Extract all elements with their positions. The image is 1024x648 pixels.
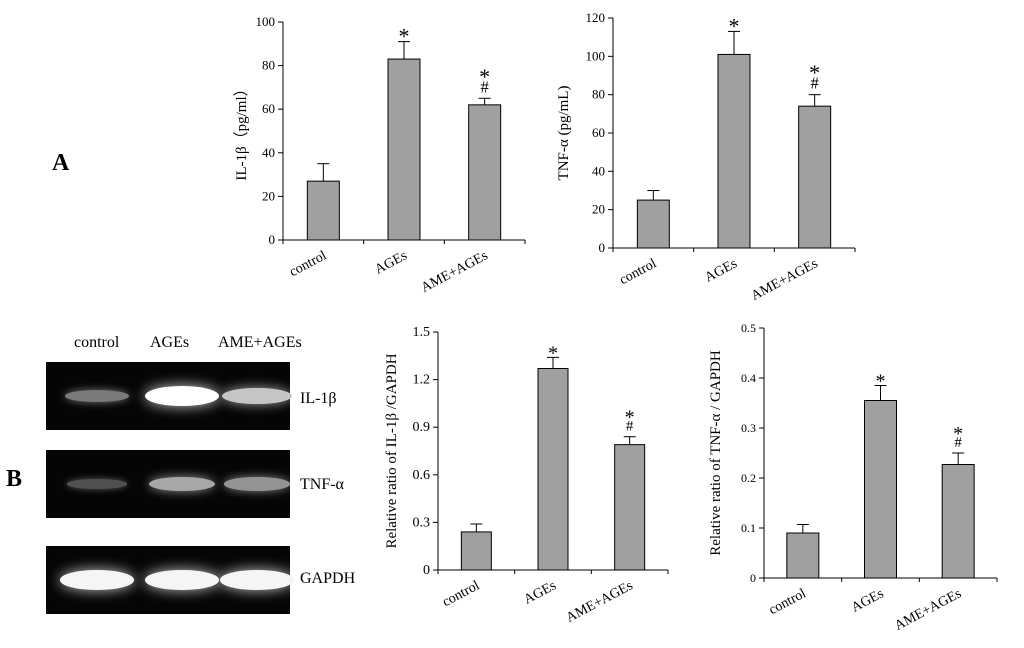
y-tick-label: 80 xyxy=(262,58,275,73)
y-tick-label: 0.1 xyxy=(741,521,756,535)
y-tick-label: 0 xyxy=(599,240,606,255)
asterisk-annotation: * xyxy=(953,423,963,445)
bar xyxy=(636,199,670,249)
x-tick-label: control xyxy=(617,256,659,288)
hash-annotation: # xyxy=(626,419,634,435)
x-tick-label: AGEs xyxy=(373,248,410,277)
y-tick-label: 60 xyxy=(592,125,605,140)
x-tick-label: AME+AGEs xyxy=(419,248,491,296)
y-tick-label: 1.5 xyxy=(413,325,431,340)
blot-row-gapdh: GAPDH xyxy=(300,570,356,587)
asterisk-annotation: * xyxy=(625,407,635,429)
bar xyxy=(941,464,975,579)
x-tick-label: AME+AGEs xyxy=(564,578,636,626)
bar xyxy=(306,180,340,241)
x-tick-label: AGEs xyxy=(522,578,559,607)
x-tick-label: control xyxy=(767,586,809,618)
y-tick-label: 0.3 xyxy=(741,421,756,435)
bar xyxy=(537,367,569,571)
blot-row-il1b: IL-1β xyxy=(300,390,337,407)
y-tick-label: 20 xyxy=(262,188,275,203)
y-tick-label: 0.6 xyxy=(413,468,431,483)
x-tick-label: AGEs xyxy=(703,256,740,285)
blot-band xyxy=(65,390,129,402)
asterisk-annotation: * xyxy=(399,24,410,49)
hash-annotation: # xyxy=(954,435,962,451)
y-tick-label: 0.4 xyxy=(741,371,756,385)
y-axis-label: Relative ratio of TNF-α / GAPDH xyxy=(708,350,724,556)
y-tick-label: 120 xyxy=(586,10,606,25)
hash-annotation: # xyxy=(811,74,819,93)
bar xyxy=(468,104,502,241)
blot-col-ages: AGEs xyxy=(150,334,190,351)
y-tick-label: 0 xyxy=(269,232,276,247)
y-tick-label: 0.5 xyxy=(741,321,756,335)
blot-band xyxy=(220,570,294,590)
asterisk-annotation: * xyxy=(809,60,820,85)
blot-band xyxy=(67,479,127,489)
blot-band xyxy=(145,386,219,406)
y-tick-label: 1.2 xyxy=(413,373,431,388)
x-tick-label: control xyxy=(287,248,329,280)
x-tick-label: AME+AGEs xyxy=(892,586,964,634)
y-tick-label: 40 xyxy=(592,163,605,178)
blot-band xyxy=(222,387,292,405)
y-axis-label: Relative ratio of IL-1β /GAPDH xyxy=(384,353,400,548)
y-tick-label: 80 xyxy=(592,87,605,102)
asterisk-annotation: * xyxy=(548,342,558,364)
blot-band xyxy=(60,570,134,590)
bar xyxy=(717,53,751,249)
y-tick-label: 100 xyxy=(256,14,276,29)
y-tick-label: 0 xyxy=(423,563,430,578)
x-tick-label: AME+AGEs xyxy=(749,256,821,304)
asterisk-annotation: * xyxy=(876,371,886,393)
y-tick-label: 100 xyxy=(586,48,606,63)
hash-annotation: # xyxy=(481,77,489,96)
bar xyxy=(614,444,646,571)
panel-label-b: B xyxy=(6,466,23,492)
bar xyxy=(460,531,492,571)
blot-col-control: control xyxy=(74,334,120,351)
bar xyxy=(387,58,421,241)
panel-label-a: A xyxy=(52,150,70,176)
bar xyxy=(798,105,832,249)
y-tick-label: 40 xyxy=(262,145,275,160)
y-tick-label: 0.9 xyxy=(413,420,431,435)
blot-band xyxy=(145,570,219,590)
asterisk-annotation: * xyxy=(479,64,490,89)
x-tick-label: control xyxy=(440,578,482,610)
y-tick-label: 0.3 xyxy=(413,515,431,530)
asterisk-annotation: * xyxy=(729,13,740,38)
y-tick-label: 0.2 xyxy=(741,471,756,485)
bar xyxy=(786,532,820,579)
y-tick-label: 0 xyxy=(750,571,756,585)
y-axis-label: TNF-α (pg/mL) xyxy=(556,86,572,181)
bar xyxy=(864,400,897,579)
blot-band xyxy=(224,477,290,491)
blot-band xyxy=(148,476,216,492)
y-axis-label: IL-1β（pg/ml） xyxy=(233,81,250,180)
y-tick-label: 20 xyxy=(592,202,605,217)
blot-row-tnfa: TNF-α xyxy=(300,476,344,493)
x-tick-label: AGEs xyxy=(849,586,886,615)
y-tick-label: 60 xyxy=(262,101,275,116)
blot-col-ame-ages: AME+AGEs xyxy=(218,334,302,351)
